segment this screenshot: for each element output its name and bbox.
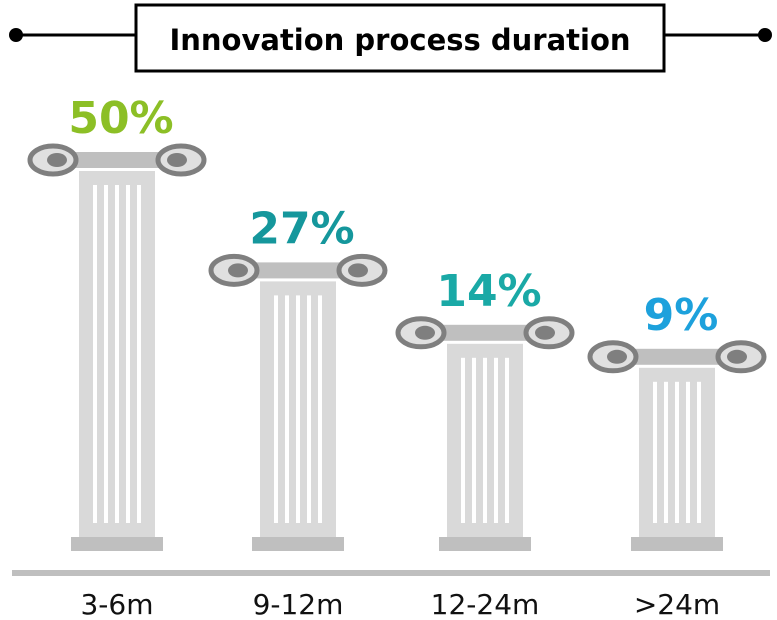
floor xyxy=(12,570,770,576)
pillar-flute xyxy=(494,357,498,523)
pillar-flute xyxy=(697,381,701,523)
pillar-flute xyxy=(296,295,300,523)
pillar-base xyxy=(71,537,163,551)
value-label: 27% xyxy=(249,203,354,254)
x-tick-label: >24m xyxy=(634,588,720,620)
pillar-flute xyxy=(285,295,289,523)
pillar-flute xyxy=(505,357,509,523)
rule-dot xyxy=(758,28,772,42)
pillar-flute xyxy=(115,185,119,523)
pillar-flute xyxy=(274,295,278,523)
pillar-flute xyxy=(318,295,322,523)
pillar-flute xyxy=(483,357,487,523)
title-box xyxy=(134,3,666,73)
pillar-abacus xyxy=(250,262,346,279)
pillar-flute xyxy=(461,357,465,523)
pillar-base xyxy=(631,537,723,551)
pillar-flute xyxy=(653,381,657,523)
pillar-flute xyxy=(664,381,668,523)
rule-dot xyxy=(9,28,23,42)
volute-eye xyxy=(47,153,67,167)
pillar-flute xyxy=(675,381,679,523)
chart-title: Innovation process duration xyxy=(169,23,630,57)
pillar-flute xyxy=(104,185,108,523)
value-label: 50% xyxy=(68,93,173,144)
volute-eye xyxy=(607,349,627,364)
pillar-abacus xyxy=(69,152,165,168)
pillar-abacus xyxy=(437,324,533,341)
volute-eye xyxy=(228,263,248,278)
volute-eye xyxy=(348,263,368,278)
pillar-flute xyxy=(93,185,97,523)
volute-eye xyxy=(727,349,747,364)
pillar-flute xyxy=(686,381,690,523)
volute-eye xyxy=(167,153,187,167)
volute-eye xyxy=(535,325,555,340)
pillar-flute xyxy=(472,357,476,523)
x-tick-label: 3-6m xyxy=(80,588,153,620)
value-label: 9% xyxy=(644,290,719,341)
x-tick-label: 9-12m xyxy=(253,588,344,620)
pillar-abacus xyxy=(629,348,725,365)
pillar-flute xyxy=(307,295,311,523)
pillar-flute xyxy=(137,185,141,523)
pillar-flute xyxy=(126,185,130,523)
volute-eye xyxy=(415,325,435,340)
x-tick-label: 12-24m xyxy=(431,588,540,620)
value-label: 14% xyxy=(436,266,541,317)
pillar-base xyxy=(439,537,531,551)
pillar-base xyxy=(252,537,344,551)
